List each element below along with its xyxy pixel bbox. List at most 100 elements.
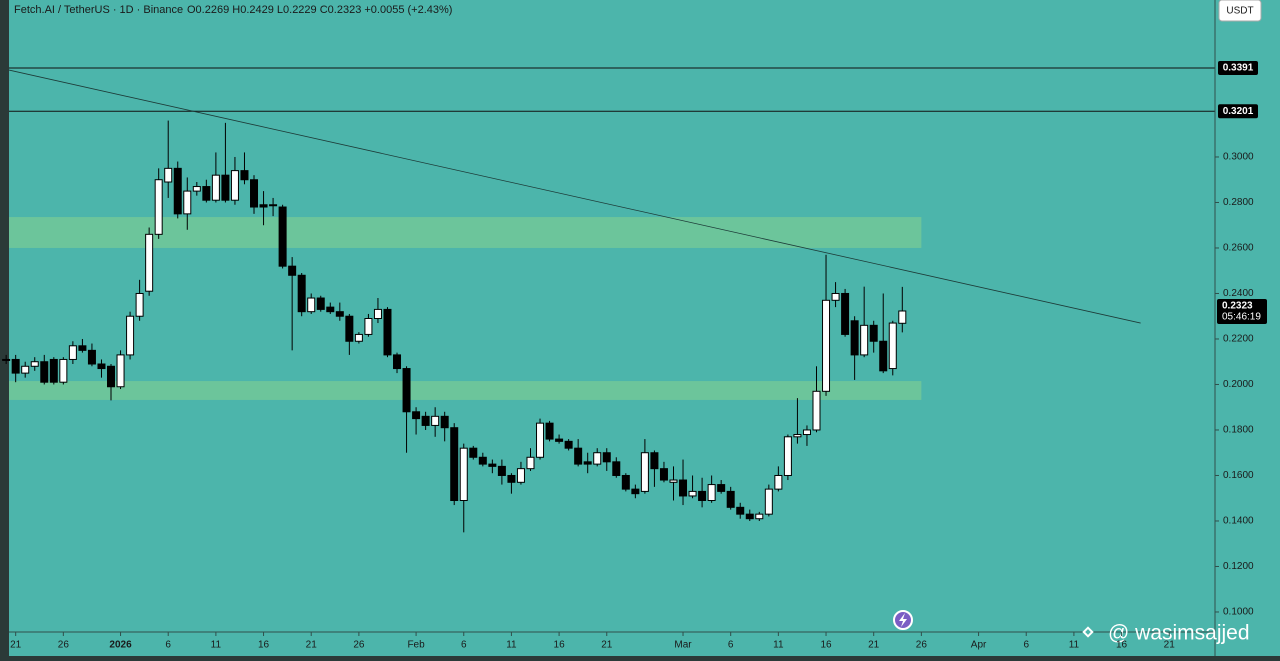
candle-body (116, 354, 125, 388)
candle-body (364, 318, 373, 335)
candle-body (583, 461, 592, 465)
x-tick-label: 6 (461, 640, 467, 651)
candle-body (345, 315, 354, 342)
candle-body (659, 468, 668, 481)
candle-body (783, 436, 792, 476)
candle-body (593, 452, 602, 465)
candle-body (354, 333, 363, 342)
candle-body (822, 299, 831, 392)
candle-body (259, 204, 268, 208)
symbol: Fetch.AI / TetherUS · 1D · Binance (14, 4, 183, 16)
candle-body (107, 365, 116, 388)
x-tick-label: 16 (1116, 640, 1128, 651)
candle-body (21, 365, 30, 374)
candle-body (59, 358, 68, 383)
y-tick-label: 0.1800 (1223, 425, 1254, 436)
y-tick-label: 0.2800 (1223, 197, 1254, 208)
candle-body (717, 484, 726, 492)
y-tick-label: 0.2400 (1223, 288, 1254, 299)
candle-body (688, 490, 697, 497)
y-tick-label: 0.2600 (1223, 243, 1254, 254)
candle-body (307, 297, 316, 313)
candle-body (30, 361, 39, 367)
candle-body (869, 324, 878, 342)
candle-body (545, 422, 554, 440)
x-tick-label: 6 (165, 640, 171, 651)
candle-body (850, 320, 859, 356)
candle-body (402, 368, 411, 413)
x-tick-label: 21 (10, 640, 22, 651)
candle-body (669, 479, 678, 483)
candle-body (383, 308, 392, 356)
x-tick-label: 16 (258, 640, 270, 651)
candle-body (78, 345, 87, 351)
candle-body (126, 315, 135, 356)
x-tick-label: 21 (1164, 640, 1176, 651)
x-tick-label: 11 (773, 640, 784, 651)
candle-body (478, 456, 487, 465)
candle-body (87, 349, 96, 365)
candle-body (736, 506, 745, 515)
candle-body (497, 465, 506, 476)
y-tick-label: 0.2200 (1223, 334, 1254, 345)
candle-body (621, 474, 630, 490)
watermark: @ wasimsajjed (1108, 622, 1250, 645)
y-tick-label: 0.1400 (1223, 516, 1254, 527)
candle-body (421, 415, 430, 426)
frame-edge (0, 0, 9, 661)
candle-body (698, 490, 707, 502)
candle-body (507, 474, 516, 483)
candle-body (812, 390, 821, 431)
candle-body (555, 438, 564, 442)
x-tick-label: 2026 (109, 640, 132, 651)
x-tick-label: 16 (820, 640, 832, 651)
candle-body (135, 292, 144, 317)
candle-body (49, 358, 58, 383)
candle-body (173, 167, 182, 215)
candle-body (335, 311, 344, 317)
candle-body (250, 179, 259, 208)
candle-body (221, 174, 230, 201)
candle-body (774, 474, 783, 490)
candle-body (2, 358, 11, 361)
x-tick-label: 26 (916, 640, 928, 651)
x-tick-label: Apr (971, 640, 987, 651)
y-tick-label: 0.1200 (1223, 561, 1254, 572)
candle-body (516, 468, 525, 483)
candle-body (764, 488, 773, 515)
x-tick-label: 16 (554, 640, 566, 651)
candle-body (11, 358, 20, 374)
candle-body (755, 513, 764, 520)
countdown: 05:46:19 (1222, 312, 1261, 323)
price-tag-label: 0.3201 (1223, 106, 1254, 117)
y-tick-label: 0.1000 (1223, 607, 1254, 618)
x-tick-label: 6 (728, 640, 734, 651)
candle-body (230, 170, 239, 201)
lightning-glyph (899, 613, 907, 627)
candle-body (793, 434, 802, 438)
candle-body (650, 452, 659, 470)
candle-body (326, 306, 335, 313)
candle-body (841, 292, 850, 335)
x-tick-label: 11 (506, 640, 517, 651)
candle-body (192, 186, 201, 192)
candle-body (316, 297, 325, 310)
currency-button[interactable] (1218, 0, 1262, 22)
x-tick-label: 26 (353, 640, 365, 651)
currency[interactable]: USDT (1226, 6, 1253, 17)
candle-body (726, 490, 735, 508)
x-tick-label: 21 (306, 640, 318, 651)
candle-body (898, 310, 907, 324)
last-price: 0.2323 (1222, 301, 1253, 312)
candle-body (97, 363, 106, 370)
candle-body (440, 415, 449, 429)
candle-body (68, 345, 77, 360)
x-tick-label: 26 (58, 640, 70, 651)
y-tick-label: 0.2000 (1223, 379, 1254, 390)
candle-body (450, 427, 459, 502)
zone (9, 381, 922, 400)
candle-body (269, 204, 278, 207)
candle-body (240, 170, 249, 181)
candle-body (288, 265, 297, 276)
candle-body (164, 167, 173, 183)
